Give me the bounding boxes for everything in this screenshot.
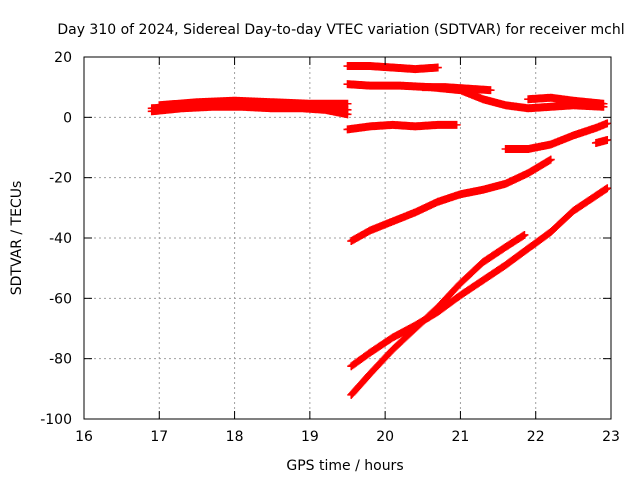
x-tick-label: 20 [376,429,394,445]
x-tick-label: 19 [301,429,319,445]
x-axis-label: GPS time / hours [286,458,403,474]
data-series [147,102,352,119]
plus-markers [591,135,612,147]
x-tick-label: 18 [226,429,244,445]
x-tick-label: 16 [75,429,93,445]
data-series [347,155,555,246]
plus-markers [343,120,461,134]
y-tick-label: -100 [40,412,72,428]
y-tick-label: -80 [49,352,72,368]
grid-lines [84,57,611,419]
axis-ticks: 16 17 18 19 20 21 22 23 20 0 -20 -40 -60 -80 -100 [40,50,620,445]
y-tick-label: -60 [49,291,72,307]
y-axis-label: SDTVAR / TECUs [9,181,25,296]
x-tick-label: 17 [150,429,168,445]
data-series [524,93,608,108]
chart-title: Day 310 of 2024, Sidereal Day-to-day VTE… [57,22,624,38]
data-series [343,120,461,134]
y-tick-label: 0 [63,110,72,126]
plus-markers [347,184,612,371]
data-series [155,96,352,110]
data-series [418,83,495,95]
x-tick-label: 22 [527,429,545,445]
y-tick-label: -40 [49,231,72,247]
data-series [343,62,442,74]
x-tick-label: 21 [452,429,470,445]
plus-markers [501,119,612,154]
x-tick-label: 23 [602,429,620,445]
data-series [347,184,612,371]
data-series [501,119,612,154]
data-series [591,135,612,147]
data-points [147,62,612,399]
y-tick-label: -20 [49,171,72,187]
y-tick-label: 20 [54,50,72,66]
